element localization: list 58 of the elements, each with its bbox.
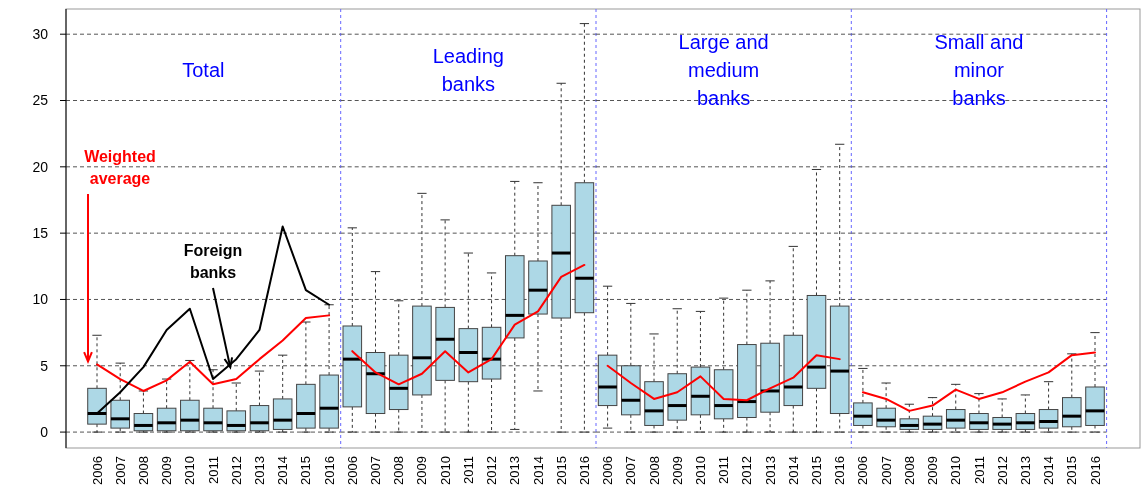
- x-tick-label: 2011: [716, 456, 732, 484]
- x-tick-label: 2013: [507, 456, 523, 485]
- text: Small and minor banks: [934, 31, 1024, 109]
- x-tick-label: 2007: [623, 456, 639, 485]
- x-tick-label: 2015: [298, 456, 314, 485]
- x-tick-label: 2012: [484, 456, 500, 485]
- x-tick-label: 2013: [252, 456, 268, 485]
- x-tick-label: 2014: [275, 456, 291, 485]
- y-tick-label: 15: [32, 225, 49, 242]
- y-tick-label: 30: [32, 26, 49, 43]
- x-tick-label: 2014: [785, 456, 801, 485]
- x-tick-label: 2010: [182, 456, 198, 485]
- x-tick-label: 2015: [809, 456, 825, 485]
- x-tick-label: 2008: [391, 456, 407, 485]
- x-tick-label: 2013: [762, 456, 778, 485]
- x-tick-label: 2009: [414, 456, 430, 485]
- x-tick-label: 2008: [135, 456, 151, 485]
- x-tick-label: 2015: [1064, 456, 1080, 485]
- line-series: [96, 314, 331, 392]
- x-tick-label: 2012: [994, 456, 1010, 485]
- y-tick-label: 0: [40, 423, 49, 440]
- x-tick-label: 2016: [832, 456, 848, 485]
- x-tick-label: 2006: [600, 456, 616, 485]
- x-tick-label: 2009: [159, 456, 175, 485]
- x-tick-label: 2010: [437, 456, 453, 485]
- x-tick-label: 2009: [925, 456, 941, 485]
- y-tick-label: 25: [32, 92, 49, 109]
- x-tick-label: 2016: [1087, 456, 1103, 485]
- x-tick-label: 2008: [646, 456, 662, 485]
- x-tick-label: 2016: [321, 456, 337, 485]
- text: Total: [182, 59, 225, 81]
- y-tick-label: 5: [40, 357, 49, 374]
- x-tick-label: 2011: [205, 456, 221, 484]
- x-tick-label: 2006: [855, 456, 871, 485]
- x-tick-label: 2006: [89, 456, 105, 485]
- x-tick-label: 2007: [368, 456, 384, 485]
- x-tick-label: 2011: [460, 456, 476, 484]
- x-tick-label: 2014: [530, 456, 546, 485]
- x-tick-label: 2007: [112, 456, 128, 485]
- x-tick-label: 2006: [344, 456, 360, 485]
- series-label: Foreign banks: [183, 242, 243, 281]
- x-tick-label: 2008: [901, 456, 917, 485]
- x-tick-label: 2015: [553, 456, 569, 485]
- x-tick-label: 2016: [576, 456, 592, 485]
- x-tick-label: 2010: [948, 456, 964, 485]
- x-tick-label: 2012: [228, 456, 244, 485]
- text: Leading banks: [432, 45, 504, 95]
- y-tick-label: 20: [32, 158, 49, 175]
- text: Weighted average: [84, 148, 156, 187]
- x-tick-label: 2011: [971, 456, 987, 484]
- x-tick-label: 2007: [878, 456, 894, 485]
- y-tick-label: 10: [32, 291, 49, 308]
- text: Large and medium banks: [678, 31, 769, 109]
- x-tick-label: 2012: [739, 456, 755, 485]
- x-tick-label: 2009: [669, 456, 685, 485]
- x-tick-label: 2013: [1017, 456, 1033, 485]
- x-tick-label: 2014: [1041, 456, 1057, 485]
- x-tick-label: 2010: [692, 456, 708, 485]
